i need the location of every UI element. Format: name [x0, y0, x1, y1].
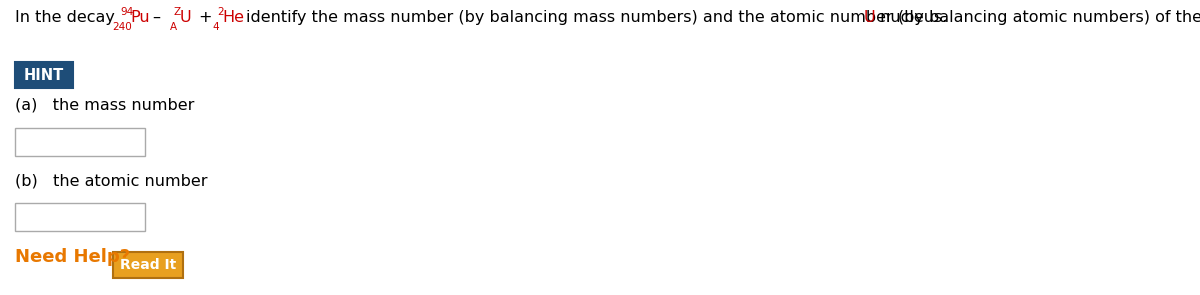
Text: identify the mass number (by balancing mass numbers) and the atomic number (by b: identify the mass number (by balancing m… — [246, 10, 1200, 25]
Text: 4: 4 — [212, 22, 218, 32]
Text: In the decay: In the decay — [14, 10, 120, 25]
Text: Read It: Read It — [120, 258, 176, 272]
Text: 94: 94 — [120, 7, 133, 17]
FancyBboxPatch shape — [14, 128, 145, 156]
Text: (a)   the mass number: (a) the mass number — [14, 98, 194, 113]
FancyBboxPatch shape — [14, 203, 145, 231]
Text: Need Help?: Need Help? — [14, 248, 130, 266]
FancyBboxPatch shape — [14, 62, 73, 88]
Text: He: He — [222, 10, 244, 25]
Text: –: – — [152, 10, 160, 25]
Text: 2: 2 — [217, 7, 223, 17]
Text: +: + — [198, 10, 211, 25]
Text: U: U — [180, 10, 192, 25]
FancyBboxPatch shape — [113, 252, 182, 278]
Text: Z: Z — [174, 7, 181, 17]
Text: Pu: Pu — [130, 10, 150, 25]
Text: nucleus.: nucleus. — [875, 10, 947, 25]
Text: U: U — [864, 10, 876, 25]
Text: 240: 240 — [112, 22, 132, 32]
Text: (b)   the atomic number: (b) the atomic number — [14, 173, 208, 188]
Text: A: A — [170, 22, 178, 32]
Text: HINT: HINT — [24, 68, 64, 83]
